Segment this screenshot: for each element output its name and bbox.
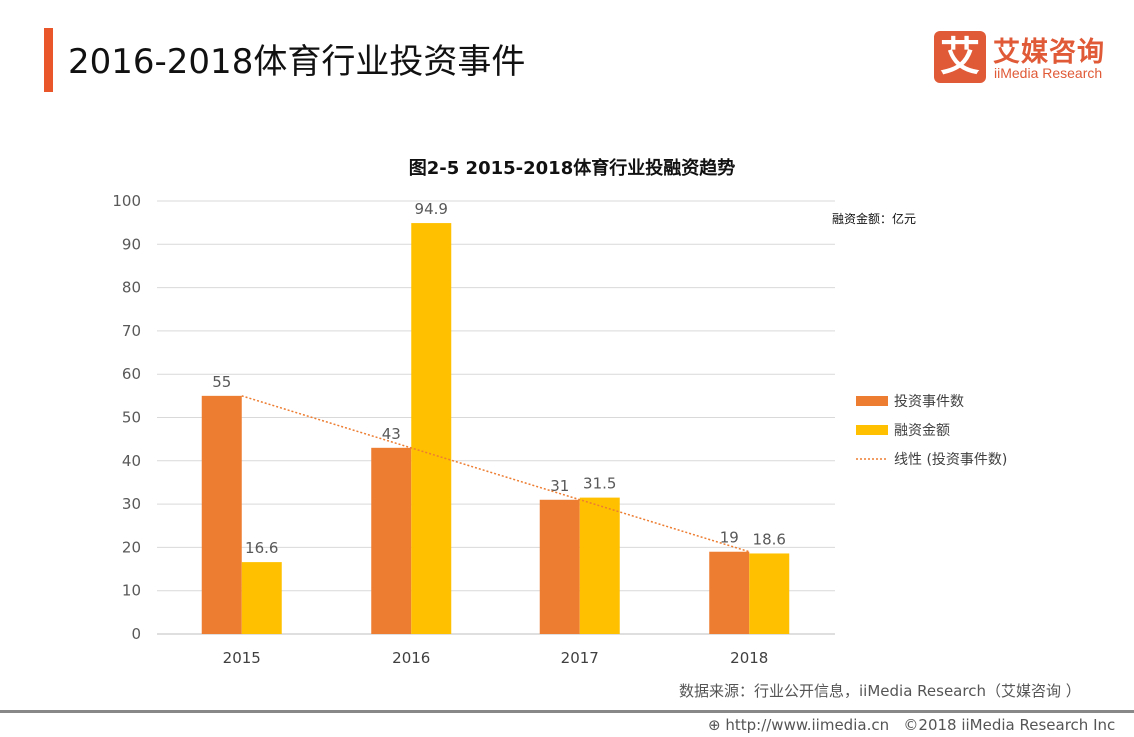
y-tick-label: 30 [122, 495, 141, 513]
bar-events [371, 447, 412, 634]
page-title: 2016-2018体育行业投资事件 [68, 42, 526, 82]
y-tick-label: 10 [122, 582, 141, 600]
y-tick-label: 0 [131, 625, 141, 643]
copyright: ©2018 iiMedia Research Inc [903, 716, 1116, 734]
chart-title: 图2-5 2015-2018体育行业投融资趋势 [408, 158, 736, 179]
legend-label: 线性 (投资事件数) [894, 452, 1007, 468]
bar-events [539, 499, 580, 634]
footer: ⊕ http://www.iimedia.cn ©2018 iiMedia Re… [708, 716, 1115, 734]
bar-events [709, 551, 750, 634]
y-tick-label: 40 [122, 452, 141, 470]
bar-amount [411, 223, 452, 634]
bar-events [201, 395, 242, 634]
legend-label: 融资金额 [894, 423, 950, 439]
trendline [241, 395, 750, 553]
y-tick-label: 50 [122, 409, 141, 427]
x-tick-label: 2016 [392, 649, 430, 667]
y-tick-label: 100 [112, 192, 141, 210]
x-tick-label: 2018 [730, 649, 768, 667]
bar-amount [579, 497, 620, 634]
data-label: 55 [212, 373, 231, 391]
data-label: 19 [720, 529, 739, 547]
data-label: 94.9 [415, 200, 448, 218]
y-tick-label: 80 [122, 279, 141, 297]
logo-mark: 艾 [934, 31, 986, 83]
data-label: 16.6 [245, 539, 278, 557]
unit-note: 融资金额：亿元 [832, 212, 917, 226]
logo-text-en: iiMedia Research [994, 65, 1103, 81]
data-label: 18.6 [753, 530, 786, 548]
globe-cursor-icon: ⊕ [708, 716, 721, 734]
website-link[interactable]: http://www.iimedia.cn [725, 716, 890, 734]
legend-swatch [856, 425, 888, 435]
data-label: 31 [550, 477, 569, 495]
y-tick-label: 60 [122, 365, 141, 383]
x-tick-label: 2017 [561, 649, 599, 667]
bar-amount [241, 562, 282, 634]
footer-divider [0, 710, 1134, 713]
legend-label: 投资事件数 [894, 394, 964, 410]
y-tick-label: 70 [122, 322, 141, 340]
y-tick-label: 20 [122, 538, 141, 556]
y-tick-label: 90 [122, 235, 141, 253]
x-tick-label: 2015 [223, 649, 261, 667]
data-label: 31.5 [583, 475, 616, 493]
title-accent-bar [44, 28, 53, 92]
bar-amount [749, 553, 790, 634]
logo-text-cn: 艾媒咨询 [993, 37, 1105, 68]
legend-swatch [856, 396, 888, 406]
source-note: 数据来源：行业公开信息，iiMedia Research（艾媒咨询 ） [679, 682, 1081, 700]
data-label: 43 [382, 425, 401, 443]
